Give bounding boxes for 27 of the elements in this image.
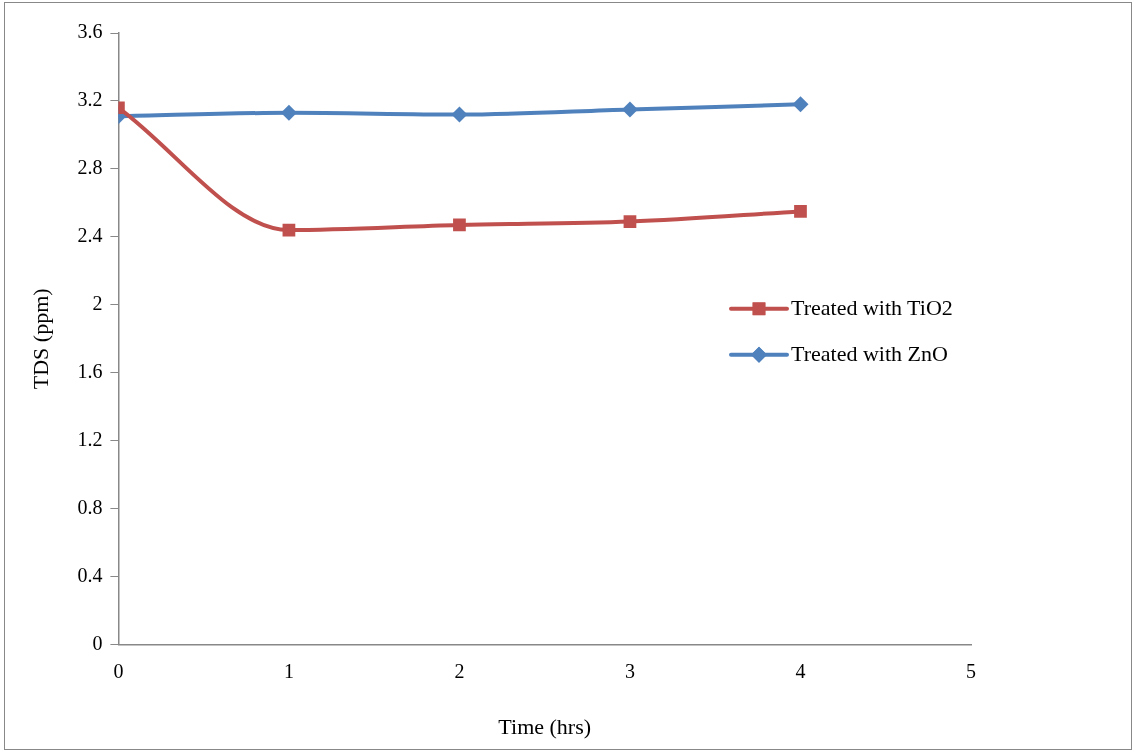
x-tick-label: 0 — [113, 659, 124, 682]
y-tick-label: 0.4 — [77, 563, 103, 586]
point — [792, 96, 809, 113]
point — [623, 215, 637, 228]
point — [794, 205, 807, 218]
x-tick-label: 5 — [966, 659, 976, 682]
y-tick-label: 1.2 — [77, 427, 103, 450]
point — [621, 101, 638, 118]
point — [453, 218, 466, 232]
legend-label: Treated with ZnO — [791, 340, 948, 366]
y-tick-label: 2 — [92, 292, 103, 315]
x-tick-label: 4 — [795, 659, 806, 682]
point — [451, 106, 468, 123]
x-axis-title: Time (hrs) — [498, 713, 592, 739]
point — [280, 104, 297, 121]
legend-label: Treated with TiO2 — [791, 294, 953, 320]
y-tick-label: 3.6 — [77, 20, 103, 43]
y-tick-label: 2.8 — [77, 156, 103, 179]
y-tick-label: 1.6 — [77, 360, 103, 383]
y-axis-title: TDS (ppm) — [27, 288, 53, 390]
x-tick-label: 3 — [624, 659, 635, 682]
y-tick-label: 0.8 — [77, 495, 103, 518]
x-tick-label: 2 — [454, 659, 465, 682]
x-tick-label: 1 — [283, 659, 294, 682]
y-tick-label: 3.2 — [77, 88, 103, 111]
y-tick-label: 2.4 — [77, 224, 103, 247]
y-tick-label: 0 — [92, 631, 103, 654]
